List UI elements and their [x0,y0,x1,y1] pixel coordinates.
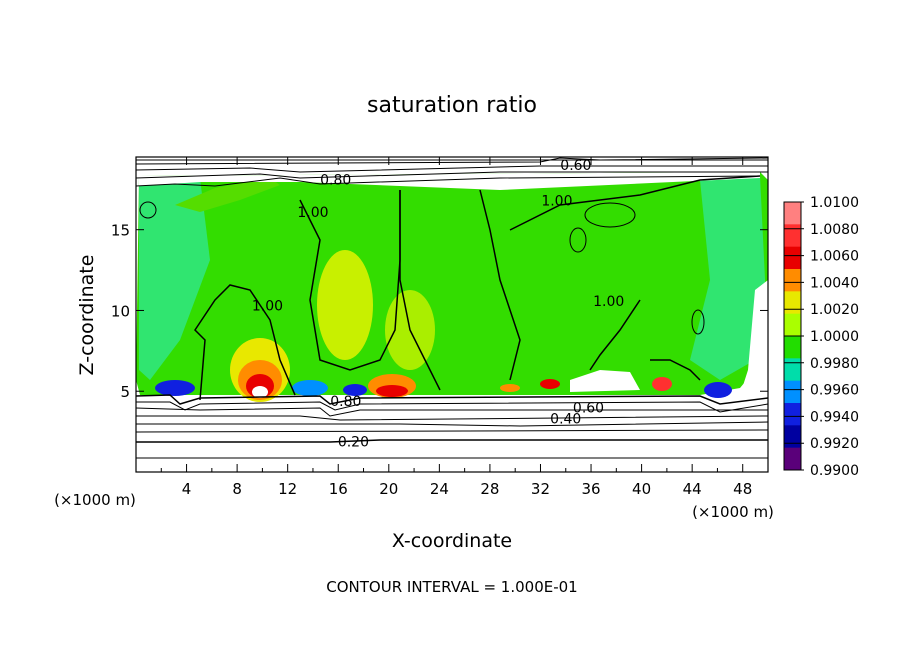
y-tick-label: 15 [111,222,130,240]
colorbar-label: 0.9920 [810,436,859,452]
cold-patch-3 [343,384,367,396]
field-cyan-edges [139,176,210,380]
x-tick-layer: 4 8 12 16 20 24 28 32 36 40 44 48 [160,157,752,498]
colorbar-swatch [784,202,801,225]
upper-green-left [175,178,280,212]
white-hole-right [740,280,768,395]
colorbar-swatch [784,291,801,315]
cold-patch-1 [155,380,195,396]
contour-label-layer: 0.600.801.001.001.00 1.000.80 0.600.400.20 [252,158,624,450]
chart-title: saturation ratio [367,93,537,118]
yellow-core-center [317,250,373,360]
warm-spot-right3 [500,384,520,392]
colorbar-label: 0.9900 [810,463,859,479]
contour-label: 1.00 [541,194,572,210]
contour-interval-note: CONTOUR INTERVAL = 1.000E-01 [326,578,577,596]
warm-spot-right [540,379,560,389]
x-tick-label: 48 [733,480,752,498]
colorbar-swatch [784,447,801,471]
x-unit-right: (×1000 m) [692,503,774,521]
contour-label: 0.20 [338,434,369,450]
colorbar-swatch [784,224,801,248]
colorbar-swatch [784,313,801,337]
colorbar-swatch [784,336,801,359]
colorbar-swatch [784,269,801,292]
saturation-field [136,172,768,402]
contour-label: 0.60 [573,400,604,416]
y-tick-label: 10 [111,302,130,320]
colorbar-swatch [784,403,801,426]
contour-label: 1.00 [297,205,328,221]
x-unit-left: (×1000 m) [54,491,136,509]
colorbar-swatch [784,380,801,404]
colorbar-swatch [784,358,801,382]
contour-label: 0.80 [320,173,351,189]
colorbar-label: 1.0040 [810,275,859,291]
contour-label: 0.80 [330,394,361,410]
field-cyan-right [690,176,766,380]
x-axis-label: X-coordinate [392,530,512,552]
colorbar: 1.0100 1.0080 1.0060 1.0040 1.0020 1.0000 0.99… [783,195,859,479]
colorbar-swatch [784,425,801,449]
white-hole-top [139,172,760,190]
x-tick-label: 32 [531,480,550,498]
colorbar-label: 1.0060 [810,249,859,265]
colorbar-label: 0.9940 [810,409,859,425]
colorbar-label: 1.0000 [810,329,859,345]
x-tick-label: 40 [632,480,651,498]
x-tick-label: 20 [379,480,398,498]
contour-lines [135,157,769,459]
x-tick-label: 16 [329,480,348,498]
x-tick-label: 4 [182,480,192,498]
contour-label: 1.00 [252,299,283,315]
y-tick-label: 5 [120,383,130,401]
contour-label: 0.60 [560,158,591,174]
warm-spot-right2 [652,377,672,391]
x-tick-label: 24 [430,480,449,498]
x-tick-label: 28 [480,480,499,498]
colorbar-label: 1.0100 [810,195,859,211]
cold-patch-right [704,382,732,398]
cold-patch-2 [292,380,328,396]
x-tick-label: 12 [278,480,297,498]
x-tick-label: 8 [232,480,242,498]
contour-label: 0.40 [550,412,581,428]
x-tick-label: 36 [581,480,600,498]
plot-frame [135,156,769,473]
warm-core-mid-red [376,385,408,397]
colorbar-label: 0.9960 [810,383,859,399]
plot-area: 0.600.801.001.001.00 1.000.80 0.600.400.20… [111,156,769,498]
y-axis-label: Z-coordinate [76,255,98,376]
y-tick-layer: 5 10 15 [111,222,768,401]
colorbar-label: 0.9980 [810,356,859,372]
colorbar-label: 1.0080 [810,222,859,238]
x-tick-label: 44 [683,480,702,498]
white-hole-low [570,370,640,392]
field-base-green [136,172,768,395]
contour-label: 1.00 [593,294,624,310]
colorbar-label: 1.0020 [810,302,859,318]
warm-core-left-white [252,386,268,398]
colorbar-swatch [784,246,801,270]
